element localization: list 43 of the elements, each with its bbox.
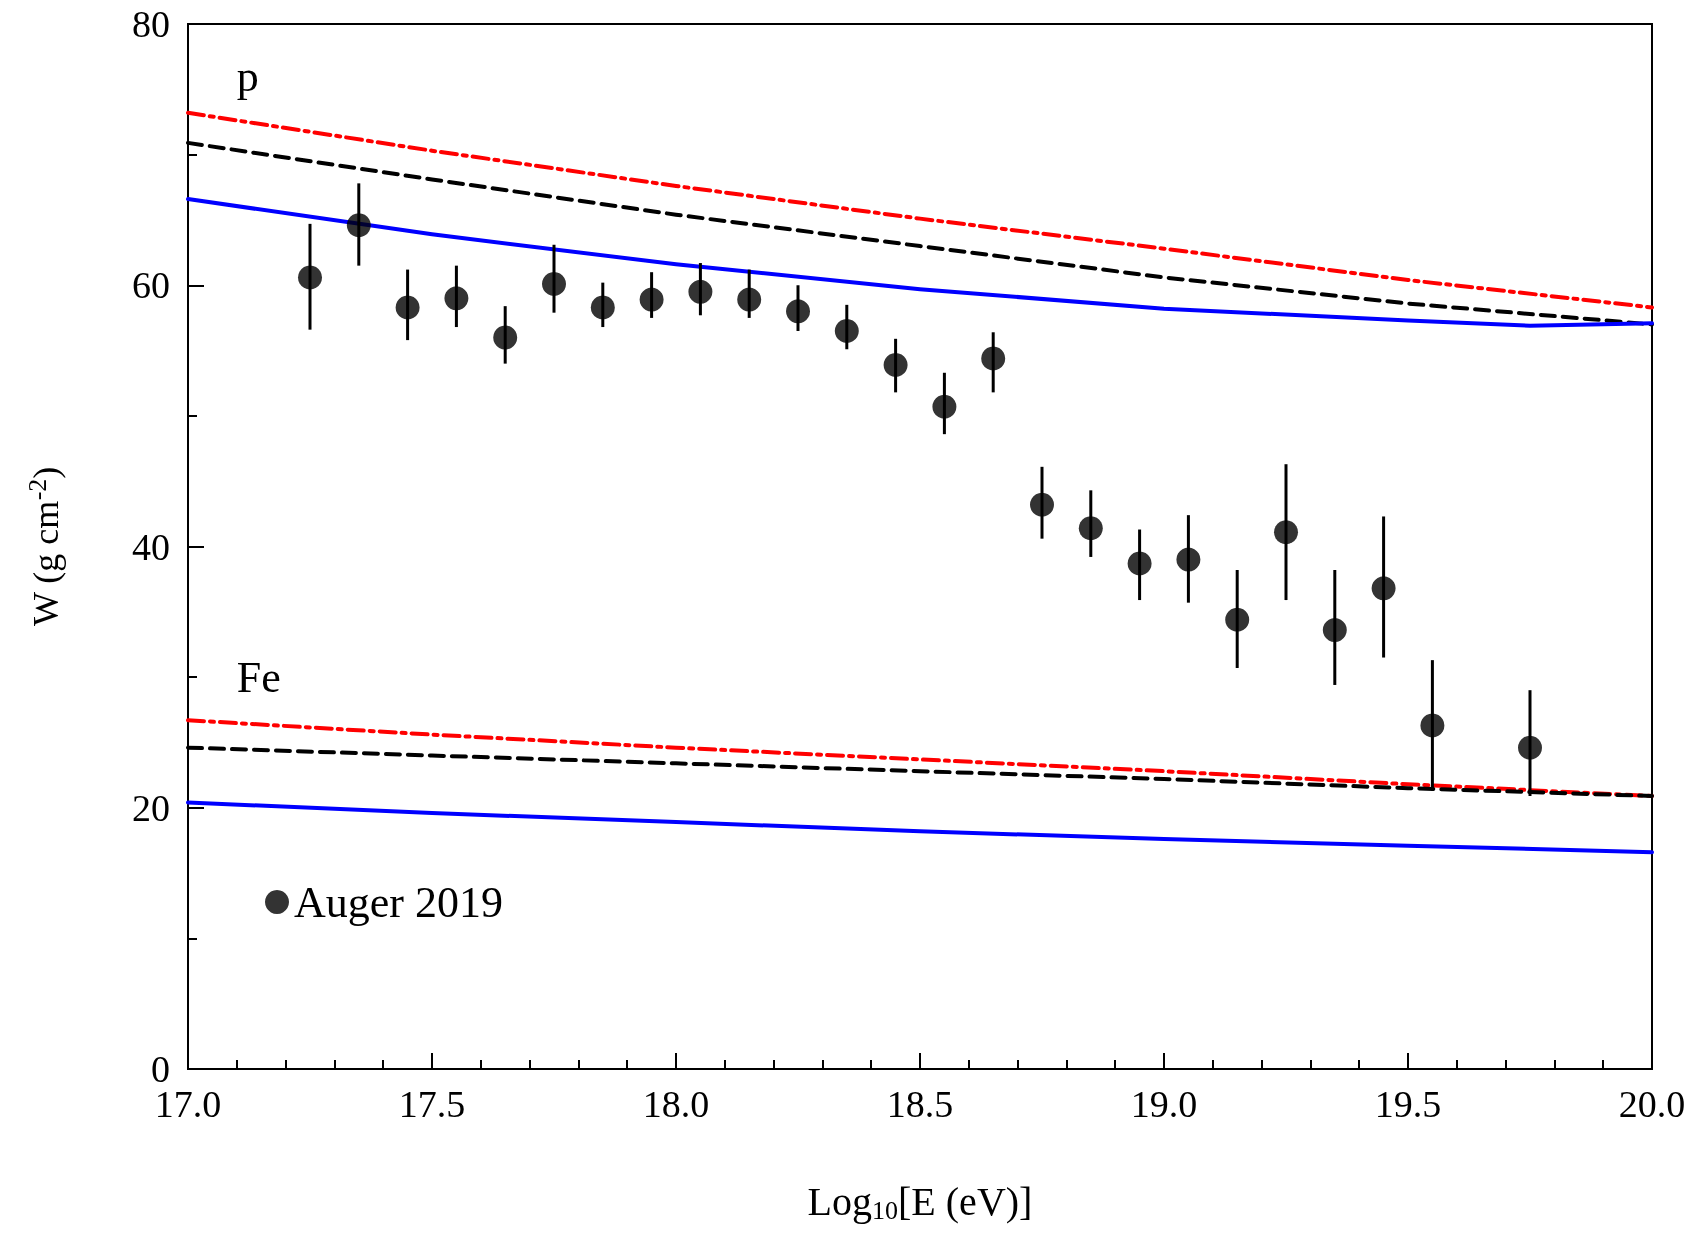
point	[883, 352, 908, 377]
x-tick-label: 18.0	[642, 1083, 710, 1125]
point	[444, 286, 469, 311]
x-tick-label: 20.0	[1618, 1083, 1686, 1125]
x-tick-label: 18.5	[886, 1083, 954, 1125]
y-tick-label: 40	[132, 525, 170, 568]
point	[1030, 492, 1054, 517]
x-tick-label: 19.5	[1374, 1083, 1442, 1125]
y-tick-label: 60	[132, 264, 170, 307]
x-axis-title: Log10[E (eV)]	[807, 1178, 1033, 1225]
point	[1225, 607, 1250, 632]
point	[1274, 520, 1298, 545]
point	[688, 279, 713, 304]
point	[1322, 618, 1347, 643]
point	[981, 346, 1006, 371]
point	[786, 299, 810, 324]
point	[834, 318, 859, 343]
point	[639, 287, 664, 312]
point	[1078, 516, 1103, 541]
x-tick-label: 19.0	[1130, 1083, 1198, 1125]
line-series	[186, 197, 1654, 328]
point	[1518, 735, 1542, 760]
line-series	[186, 800, 1654, 855]
point	[1371, 576, 1396, 601]
point	[542, 271, 566, 296]
point	[1176, 547, 1201, 572]
point	[590, 295, 615, 320]
line-series	[186, 110, 1654, 310]
point	[932, 394, 957, 419]
point	[1127, 551, 1152, 576]
y-tick-label: 80	[132, 3, 170, 45]
point	[346, 213, 371, 238]
point	[298, 265, 322, 290]
annotation: Fe	[236, 652, 281, 702]
point	[737, 287, 762, 312]
point	[395, 295, 420, 320]
point	[1420, 713, 1445, 738]
y-tick-label: 20	[132, 786, 170, 829]
annotation: p	[236, 51, 259, 101]
point	[493, 325, 518, 350]
y-axis-title: W (g cm-2)	[22, 466, 66, 626]
x-tick-label: 17.5	[398, 1083, 466, 1125]
legend-label: Auger 2019	[294, 877, 503, 927]
